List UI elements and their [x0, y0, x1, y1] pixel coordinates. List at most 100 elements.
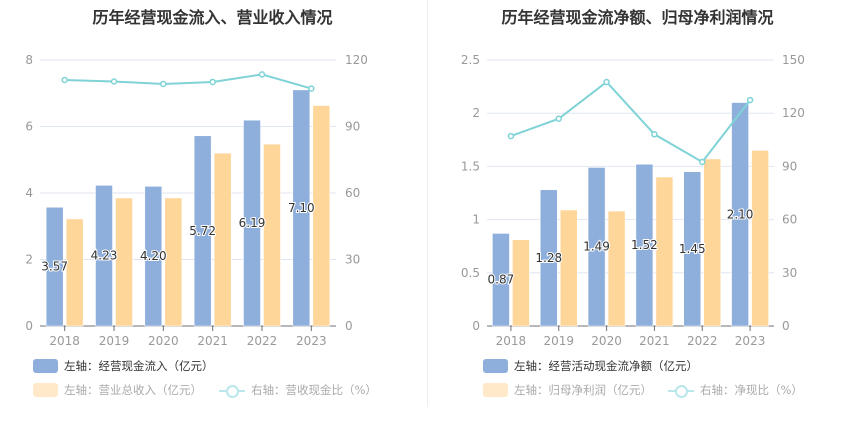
legend-item-cash-inflow[interactable]: 左轴：经营现金流入（亿元） — [33, 358, 214, 374]
legend-item-revenue[interactable]: 左轴：营业总收入（亿元） — [33, 382, 202, 398]
legend-line-marker-icon — [668, 383, 694, 398]
right-axis-tick-label: 30 — [345, 253, 360, 267]
x-axis-tick-label: 2021 — [197, 334, 228, 345]
chart-panel-net-cashflow-profit: 历年经营现金流净额、归母净利润情况 0 0 0.5 30 1 60 1.5 90 2 120 2.5… — [425, 0, 850, 437]
chart-plot-area: 0 0 2 30 4 60 6 90 8 120 2018 2019 2020 2021 2022 2023 3… — [25, 53, 368, 345]
legend-label: 左轴：营业总收入（亿元） — [64, 383, 202, 397]
left-axis-tick-label: 1.5 — [461, 159, 480, 173]
bar-primary — [683, 171, 701, 327]
x-axis-tick-label: 2023 — [296, 334, 327, 345]
bar-data-label: 2.10 — [727, 207, 754, 221]
bar-secondary — [213, 152, 232, 327]
x-axis-tick-label: 2023 — [735, 334, 766, 345]
legend-label: 左轴：经营活动现金流净额（亿元） — [514, 359, 698, 373]
x-axis-tick-label: 2018 — [496, 334, 527, 345]
bar-primary — [492, 233, 510, 327]
chart-plot-area: 0 0 0.5 30 1 60 1.5 90 2 120 2.5 150 2018 2019 2020 202… — [461, 53, 805, 345]
right-axis-tick-label: 150 — [782, 53, 805, 67]
x-axis-tick-label: 2018 — [49, 334, 80, 345]
bar-secondary — [512, 239, 530, 327]
right-axis-tick-label: 90 — [782, 159, 797, 173]
bar-data-label: 6.19 — [239, 216, 266, 230]
right-axis-tick-label: 90 — [345, 120, 360, 134]
legend-item-net-cash-ratio[interactable]: 右轴：净现比（%） — [668, 382, 803, 398]
bar-data-label: 0.87 — [488, 273, 515, 287]
legend-label: 右轴：营收现金比（%） — [251, 383, 377, 397]
legend-swatch-bar-icon — [483, 359, 508, 373]
ratio-line-point — [308, 85, 315, 92]
ratio-line-point — [603, 78, 610, 86]
panel-divider — [427, 0, 428, 407]
left-axis-tick-label: 0 — [472, 319, 480, 333]
bar-data-label: 7.10 — [288, 201, 315, 215]
left-axis-tick-label: 2.5 — [461, 53, 480, 67]
bar-secondary — [65, 218, 84, 327]
x-axis-tick-label: 2019 — [99, 334, 130, 345]
bar-data-label: 4.23 — [91, 249, 118, 263]
right-axis-tick-label: 60 — [345, 186, 360, 200]
bar-data-label: 1.28 — [535, 251, 562, 265]
left-axis-tick-label: 0 — [25, 319, 33, 333]
x-axis-tick-label: 2022 — [247, 334, 278, 345]
bar-data-label: 1.45 — [679, 242, 706, 256]
x-axis-tick-label: 2022 — [687, 334, 718, 345]
ratio-line — [510, 80, 751, 164]
chart-panel-cash-inflow-revenue: 历年经营现金流入、营业收入情况 0 0 2 30 4 60 6 90 8 120 2018 2019 2… — [25, 8, 377, 398]
bar-secondary — [751, 150, 769, 327]
x-axis-tick-label: 2019 — [543, 334, 574, 345]
bar-data-label: 1.49 — [583, 240, 610, 254]
legend-item-net-profit[interactable]: 左轴：归母净利润（亿元） — [483, 382, 652, 398]
legend-label: 左轴：经营现金流入（亿元） — [64, 359, 214, 373]
x-axis-tick-label: 2021 — [639, 334, 670, 345]
legend-swatch-bar-icon — [483, 383, 508, 397]
bar-primary — [243, 119, 261, 327]
ratio-line-point — [110, 78, 118, 85]
bar-secondary — [607, 210, 626, 327]
bar-secondary — [312, 105, 331, 327]
legend-line-marker-icon — [219, 383, 245, 398]
ratio-line-point — [209, 78, 216, 86]
bar-secondary — [115, 197, 133, 327]
right-axis-tick-label: 120 — [782, 106, 805, 120]
bar-primary — [731, 102, 749, 327]
left-axis-tick-label: 6 — [25, 120, 33, 134]
right-axis-tick-label: 60 — [782, 213, 797, 227]
ratio-line-point — [651, 131, 658, 138]
ratio-line-point — [258, 71, 266, 78]
legend-item-revenue-cash-ratio[interactable]: 右轴：营收现金比（%） — [219, 382, 377, 398]
left-axis-tick-label: 2 — [472, 106, 480, 120]
bar-data-label: 4.20 — [140, 249, 167, 263]
x-axis-tick-label: 2020 — [591, 334, 622, 345]
right-axis-tick-label: 120 — [345, 53, 368, 67]
legend-swatch-bar-icon — [33, 383, 58, 397]
bar-primary — [292, 89, 311, 327]
bar-secondary — [164, 197, 183, 327]
bar-secondary — [655, 176, 674, 327]
left-axis-tick-label: 4 — [25, 186, 33, 200]
chart-title: 历年经营现金流入、营业收入情况 — [92, 8, 333, 27]
bar-data-label: 3.57 — [41, 260, 68, 274]
right-axis-tick-label: 0 — [782, 319, 790, 333]
bar-data-label: 5.72 — [189, 224, 216, 238]
chart-title: 历年经营现金流净额、归母净利润情况 — [501, 8, 774, 27]
legend-item-net-cashflow[interactable]: 左轴：经营活动现金流净额（亿元） — [483, 358, 698, 374]
bar-primary — [95, 185, 113, 327]
ratio-line-point — [746, 96, 754, 104]
right-axis-tick-label: 30 — [782, 266, 797, 280]
right-axis-tick-label: 0 — [345, 319, 353, 333]
legend-label: 左轴：归母净利润（亿元） — [514, 383, 652, 397]
left-axis-tick-label: 2 — [25, 253, 33, 267]
bar-primary — [144, 186, 163, 327]
legend-swatch-bar-icon — [33, 359, 58, 373]
ratio-line — [64, 73, 312, 90]
bar-secondary — [560, 209, 578, 327]
bar-primary — [635, 164, 654, 327]
ratio-line-point — [555, 115, 562, 122]
ratio-line-point — [160, 80, 167, 88]
bar-secondary — [703, 158, 721, 327]
bar-primary — [540, 189, 558, 327]
bar-primary — [587, 167, 606, 327]
x-axis-tick-label: 2020 — [148, 334, 179, 345]
bar-primary — [45, 207, 64, 327]
legend-label: 右轴：净现比（%） — [700, 383, 803, 397]
